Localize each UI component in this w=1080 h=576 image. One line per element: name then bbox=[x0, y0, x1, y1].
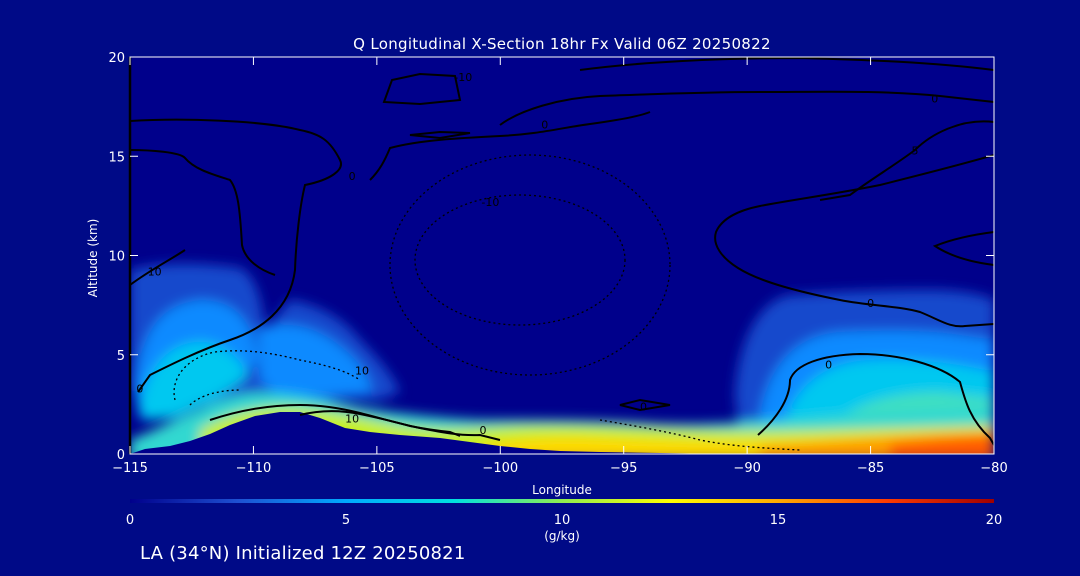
contour-label: 0 bbox=[480, 424, 487, 437]
contour-label: 5 bbox=[912, 144, 919, 157]
moisture-field: -10 0 0 5 0 10 -10 0 0 10 0 10 0 0 bbox=[130, 57, 994, 454]
x-tick-label: −85 bbox=[857, 461, 884, 476]
x-tick-label: −100 bbox=[482, 461, 518, 476]
x-tick-label: −90 bbox=[733, 461, 760, 476]
contour-label: 10 bbox=[345, 412, 359, 425]
x-tick-label: −95 bbox=[610, 461, 637, 476]
contour-label: 10 bbox=[355, 365, 369, 378]
colorbar-ticks: 0 5 10 15 20 bbox=[126, 513, 1002, 528]
colorbar-label: (g/kg) bbox=[544, 529, 580, 543]
chart-title: Q Longitudinal X-Section 18hr Fx Valid 0… bbox=[353, 35, 771, 53]
contour-lines bbox=[130, 57, 994, 446]
x-tick-label: −115 bbox=[112, 461, 148, 476]
contour-label: 0 bbox=[136, 382, 143, 395]
colorbar-tick-label: 0 bbox=[126, 513, 134, 528]
dashed-contours bbox=[173, 154, 801, 451]
y-tick-label: 15 bbox=[108, 150, 125, 165]
contour-label: 0 bbox=[640, 400, 647, 413]
contour-label: -10 bbox=[454, 71, 472, 84]
contour-label: 0 bbox=[541, 118, 548, 131]
contour-labels: -10 0 0 5 0 10 -10 0 0 10 0 10 0 0 bbox=[136, 71, 938, 437]
x-tick-label: −105 bbox=[359, 461, 395, 476]
y-tick-label: 10 bbox=[108, 250, 125, 265]
contour-label: 0 bbox=[349, 170, 356, 183]
contour-label: 0 bbox=[867, 297, 874, 310]
y-axis: 0 5 10 15 20 bbox=[108, 51, 994, 463]
terrain-mask bbox=[130, 412, 720, 454]
colorbar-tick-label: 15 bbox=[770, 513, 787, 528]
contour-label: 0 bbox=[825, 359, 832, 372]
contour-label: 0 bbox=[931, 93, 938, 106]
y-tick-label: 5 bbox=[117, 349, 125, 364]
colorbar-tick-label: 10 bbox=[554, 513, 571, 528]
x-axis: −115 −110 −105 −100 −95 −90 −85 −80 bbox=[112, 57, 1008, 476]
x-axis-label: Longitude bbox=[532, 483, 592, 497]
colorbar-tick-label: 20 bbox=[986, 513, 1003, 528]
x-tick-label: −110 bbox=[236, 461, 272, 476]
contour-label: 10 bbox=[148, 265, 162, 278]
footer-caption: LA (34°N) Initialized 12Z 20250821 bbox=[140, 543, 466, 564]
contour-label: -10 bbox=[481, 196, 499, 209]
x-tick-label: −80 bbox=[980, 461, 1007, 476]
y-axis-label: Altitude (km) bbox=[86, 219, 100, 298]
y-tick-label: 20 bbox=[108, 51, 125, 66]
y-tick-label: 0 bbox=[117, 448, 125, 463]
colorbar-tick-label: 5 bbox=[342, 513, 350, 528]
colorbar bbox=[130, 499, 994, 503]
